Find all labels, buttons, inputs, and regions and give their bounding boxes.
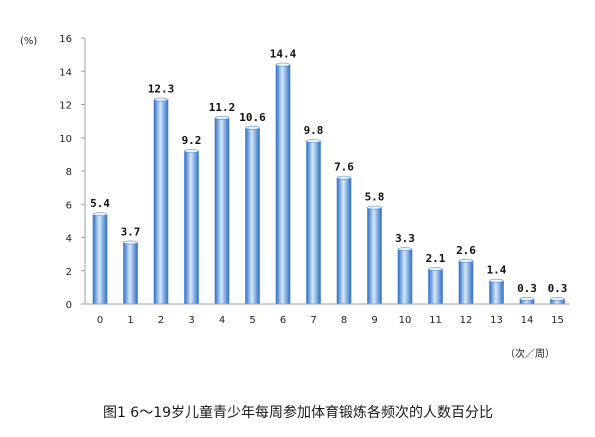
value-label: 3.3 [395,232,415,245]
value-label: 5.4 [90,197,110,210]
x-tick-label: 5 [249,315,255,326]
bar-cap [153,97,169,102]
value-label: 0.3 [548,282,568,295]
bar [458,260,474,305]
x-tick-label: 13 [490,315,503,326]
x-tick-label: 2 [158,315,164,326]
bar [489,280,504,305]
value-label: 10.6 [239,111,266,124]
value-labels-group: 5.4 3.7 12.3 9.2 11.210.6 14.4 9.8 7.6 5.8 3.3 2.1… [90,48,567,295]
value-label: 11.2 [209,101,236,114]
x-tick-label: 8 [341,315,347,326]
bar-cap [428,267,443,271]
value-label: 2.1 [426,252,446,265]
bar-cap [550,297,565,301]
bar [184,150,199,305]
bar-cap [123,240,138,245]
bar [275,64,291,305]
y-tick-label: 6 [66,200,72,211]
bar [92,213,108,305]
y-tick-label: 14 [59,67,72,78]
x-tick-label: 4 [219,315,225,326]
y-tick-label: 10 [59,134,72,145]
x-tick-label: 10 [399,315,412,326]
bar-cap [306,139,321,143]
bar-cap [184,149,199,153]
y-unit-label: (%) [20,36,37,47]
y-tick-label: 4 [66,234,72,245]
bar-cap [458,258,474,263]
x-tick-label: 3 [188,315,194,326]
bar [428,268,443,305]
x-tick-label: 1 [127,315,133,326]
bar-cap [245,125,260,130]
value-label: 9.2 [182,134,202,147]
y-tick-label: 12 [59,101,72,112]
x-tick-label: 14 [521,315,534,326]
value-label: 1.4 [487,264,507,277]
bar-cap [519,297,535,301]
value-label: 7.6 [334,161,354,174]
bar [245,127,260,305]
figure-caption: 图1 6～19岁儿童青少年每周参加体育锻炼各频次的人数百分比 [103,404,493,421]
bar [153,99,169,305]
x-unit-label: （次／周） [505,347,555,360]
value-label: 0.3 [517,282,537,295]
y-tick-label: 16 [59,34,72,45]
bar [336,177,352,305]
bar [123,242,138,305]
value-label: 14.4 [270,48,297,61]
y-tick-label: 2 [66,267,72,278]
bar [214,117,230,305]
x-tick-label: 15 [551,315,564,326]
bar [367,207,382,305]
value-label: 12.3 [148,83,175,96]
value-label: 5.8 [365,191,385,204]
bars-group [92,62,565,305]
bar-cap [367,205,382,210]
y-tick-label: 0 [66,300,72,311]
x-tick-label: 7 [310,315,316,326]
bar-cap [397,247,413,251]
bar-cap [275,62,291,67]
x-tick-label: 0 [97,315,103,326]
bar [306,140,321,305]
bar-cap [336,175,352,180]
x-tick-label: 9 [371,315,377,326]
value-label: 9.8 [304,124,324,137]
bar-cap [214,115,230,120]
x-tick-label: 11 [429,315,442,326]
x-axis-ticks: 0 1 2 3 4 5 6 7 8 9 10 11 12 13 14 15 [97,315,564,326]
bar [397,248,413,305]
bar-cap [92,212,108,217]
x-tick-label: 12 [460,315,473,326]
y-tick-label: 8 [66,167,72,178]
y-axis-ticks: 0 2 4 6 8 10 12 14 16 [59,34,85,311]
x-tick-label: 6 [280,315,286,326]
bar-cap [489,278,504,283]
value-label: 2.6 [456,244,476,257]
value-label: 3.7 [121,225,141,238]
